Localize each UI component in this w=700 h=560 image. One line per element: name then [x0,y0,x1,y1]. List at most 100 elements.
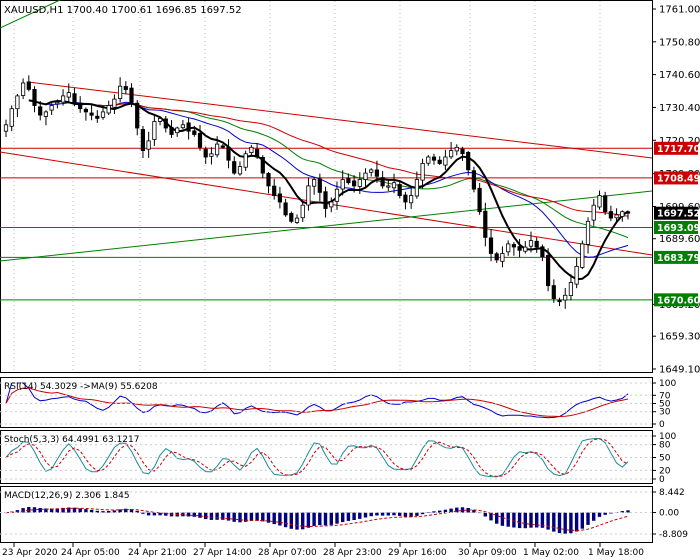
macd-bar [164,512,168,516]
candle-body [340,179,345,190]
candle-45 [260,155,265,179]
macd-bar [483,512,487,517]
candle-body [152,121,157,140]
macd-bar [386,512,390,516]
candle-body [460,148,465,155]
candle-29 [169,120,174,138]
candle-16 [95,110,100,123]
candle-body [20,82,26,96]
candle-9 [55,99,60,109]
candle-body [163,118,168,129]
candle-51 [294,214,300,225]
candle-body [488,237,494,254]
candle-body [254,148,260,158]
candle-11 [66,83,71,103]
candle-body [146,140,151,150]
price-label-box [654,171,698,185]
candle-body [608,211,614,219]
macd-bar [272,512,276,525]
candle-body [546,255,551,287]
candle-body [506,243,511,253]
price-tick-label: 1720.20 [659,136,700,147]
candle-104 [597,190,602,210]
macd-bar [158,512,162,516]
candle-70 [403,191,408,210]
macd-bar [283,512,288,528]
rsi-title: RSI(14) 54.3029 ->MA(9) 55.6208 [4,382,158,392]
candle-49 [283,198,288,217]
price-label-1683.79: 1683.79 [654,250,700,264]
candle-88 [506,240,511,256]
candle-body [55,101,60,105]
stoch-k-line [5,437,629,478]
candle-body [186,122,191,132]
candle-body [380,177,385,187]
time-tick-label: 28 Apr 07:00 [258,548,317,558]
price-label-1693.09: 1693.09 [654,220,700,234]
macd-bar [420,512,425,515]
rsi-pane [0,377,653,428]
candle-28 [163,115,168,133]
macd-bar [55,508,59,513]
macd-bar [323,512,328,526]
candle-body [603,195,608,213]
macd-bar [152,512,157,516]
candle-86 [494,251,499,263]
candle-body [15,95,20,110]
candle-body [557,299,562,303]
candle-73 [420,158,425,189]
macd-bar [112,510,117,513]
candle-body [351,180,357,187]
candle-83 [477,183,482,215]
time-tick-label: 1 May 02:00 [523,548,579,558]
ma-mid-line [40,101,629,258]
candle-98 [563,287,568,309]
macd-bar [221,512,225,520]
macd-bar [101,511,105,513]
macd-bar [135,510,139,513]
candle-body [72,93,77,103]
price-label-text: 1693.09 [657,223,700,234]
price-label-1708.49: 1708.49 [654,171,700,185]
macd-bar [438,510,442,513]
candle-4 [26,75,31,92]
candle-80 [460,146,465,161]
macd-bar [289,512,293,529]
macd-bar [557,512,562,534]
macd-bar [266,512,271,523]
candle-body [443,156,448,166]
candle-body [614,214,619,219]
candle-85 [488,228,494,262]
price-tick-label: 1689.60 [659,234,700,245]
macd-bar [232,512,236,522]
stoch-lines [5,437,629,478]
candle-81 [466,150,471,176]
macd-bar [455,507,459,513]
candle-body [61,95,66,103]
candle-40 [232,156,237,175]
rsi-tick-label: 100 [659,379,676,389]
macd-signal-line [5,507,629,532]
candle-33 [192,125,197,137]
price-label-box [654,293,698,307]
candle-75 [431,153,437,165]
candle-body [209,153,214,157]
candle-body [369,169,374,173]
time-tick-label: 23 Apr 2020 [2,548,58,558]
stoch-tick-label: 50 [659,454,671,464]
candle-body [323,191,328,209]
candle-body [408,195,414,204]
candle-1 [9,105,14,132]
macd-bar [415,512,419,516]
price-label-text: 1708.49 [657,173,700,184]
stoch-tick-label: 0 [659,475,665,485]
rsi-tick-label: 0 [659,420,665,430]
candle-body [374,169,380,177]
macd-bar [61,507,65,513]
candle-35 [203,146,208,164]
rsi-tick-label: 30 [659,408,671,418]
candle-body [9,108,14,127]
price-label-text: 1717.70 [657,144,700,155]
macd-bar [580,512,584,529]
candle-body [568,282,574,297]
